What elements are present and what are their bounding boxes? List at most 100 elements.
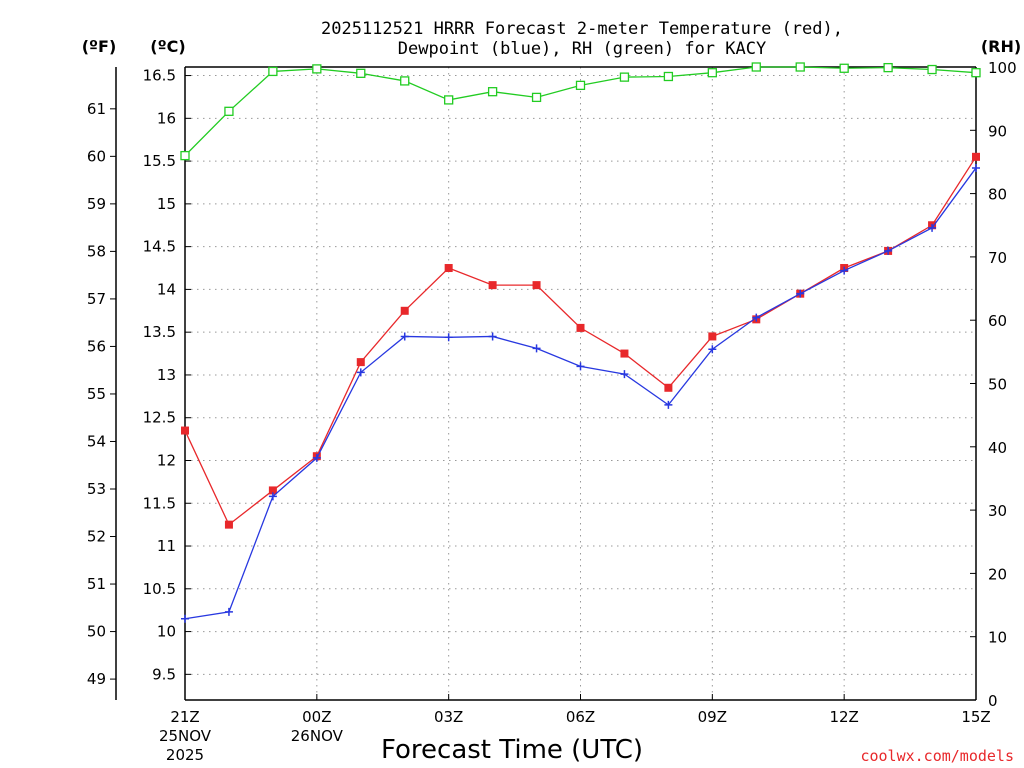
celsius-tick-label: 11 [157,537,176,555]
fahrenheit-tick-label: 61 [87,100,106,118]
dewpoint-point [620,370,629,379]
series-layer [180,62,981,623]
fahrenheit-tick-label: 53 [87,480,106,498]
temperature-point [400,306,409,315]
temperature-point [488,281,497,290]
rh-point [663,71,674,82]
dewpoint-point [532,344,541,353]
fahrenheit-tick-label: 56 [87,337,106,355]
fahrenheit-tick-label: 51 [87,575,106,593]
rh-point [444,95,454,105]
dewpoint-point [796,289,805,298]
fahrenheit-tick-label: 54 [87,432,106,450]
celsius-tick-label: 15.5 [143,152,176,170]
rh-tick-label: 50 [988,376,1007,394]
celsius-tick-label: 15 [157,195,176,213]
x-tick-label: 09Z [698,708,727,726]
fahrenheit-tick-label: 60 [87,147,106,165]
x-tick-label: 06Z [566,708,595,726]
rh-point [707,68,717,78]
axes: 9.5 10 10.5 11 11.5 12 12.5 13 13.5 14 14.5 15 15.5 1… [87,59,1017,764]
dewpoint-point [840,266,849,275]
x-tick-date: 25NOV [159,727,212,745]
rh-point [971,68,981,78]
celsius-tick-label: 10.5 [143,580,176,598]
grid-lines [184,67,977,700]
rh-unit-label: (RH) [981,37,1021,56]
rh-tick-label: 60 [988,312,1007,330]
rh-tick-label: 20 [988,565,1007,583]
fahrenheit-tick-label: 57 [87,290,106,308]
temperature-point [181,426,189,435]
celsius-tick-label: 11.5 [143,494,176,512]
temperature-point [664,383,673,392]
x-tick-label: 03Z [434,708,463,726]
dewpoint-point [268,492,277,501]
dewpoint-point [928,223,937,232]
temperature-point [268,486,277,495]
temperature-point [224,520,233,529]
dewpoint-point [181,614,189,623]
rh-point [531,92,542,103]
rh-point [883,62,893,73]
fahrenheit-unit-label: (ºF) [82,37,117,56]
dewpoint-point [356,368,365,377]
x-tick-year: 2025 [166,746,204,764]
temperature-point [356,358,365,367]
rh-point [224,106,234,116]
celsius-tick-label: 9.5 [152,665,176,683]
dewpoint-point [312,453,321,462]
dewpoint-point [664,400,673,409]
series-rh [180,62,981,161]
temperature-point [576,323,585,332]
rh-tick-label: 70 [988,249,1007,267]
rh-point [751,62,761,72]
x-axis-title: Forecast Time (UTC) [381,735,643,765]
celsius-tick-label: 14.5 [143,238,176,256]
rh-point [487,87,498,97]
rh-tick-label: 10 [988,629,1007,647]
dewpoint-point [488,332,497,341]
celsius-tick-label: 16.5 [143,67,176,85]
rh-point [312,64,322,74]
rh-tick-label: 0 [988,692,998,710]
rh-point [927,64,937,75]
rh-point [795,62,805,72]
x-tick-label: 12Z [829,708,858,726]
rh-tick-label: 30 [988,502,1007,520]
rh-tick-label: 90 [988,122,1007,140]
temperature-point [972,152,980,161]
rh-point [356,68,366,78]
celsius-tick-label: 10 [157,623,176,641]
celsius-unit-label: (ºC) [150,37,185,56]
temperature-point [620,349,629,358]
dewpoint-point [752,313,761,322]
x-tick-label: 15Z [961,708,990,726]
celsius-tick-label: 14 [157,280,176,298]
rh-point [180,150,190,161]
celsius-tick-label: 12.5 [143,409,176,427]
temperature-point [532,281,541,290]
dewpoint-point [224,607,233,616]
rh-point [268,66,278,77]
fahrenheit-tick-label: 49 [87,670,106,688]
celsius-tick-label: 16 [157,109,176,127]
chart-title-line-1: 2025112521 HRRR Forecast 2-meter Tempera… [321,19,843,39]
series-dewpoint [181,163,980,623]
rh-tick-label: 40 [988,439,1007,457]
celsius-tick-label: 13 [157,366,176,384]
rh-point [839,63,849,73]
rh-tick-label: 100 [988,59,1017,77]
celsius-tick-label: 13.5 [143,323,176,341]
rh-tick-label: 80 [988,186,1007,204]
fahrenheit-tick-label: 52 [87,528,106,546]
rh-point [575,80,586,91]
fahrenheit-tick-label: 50 [87,623,106,641]
dewpoint-point [972,163,980,172]
credit-text: coolwx.com/models [860,747,1014,765]
temperature-point [708,332,717,341]
x-tick-label: 21Z [170,708,199,726]
chart-title-line-2: Dewpoint (blue), RH (green) for KACY [398,39,766,59]
rh-point [619,72,630,82]
